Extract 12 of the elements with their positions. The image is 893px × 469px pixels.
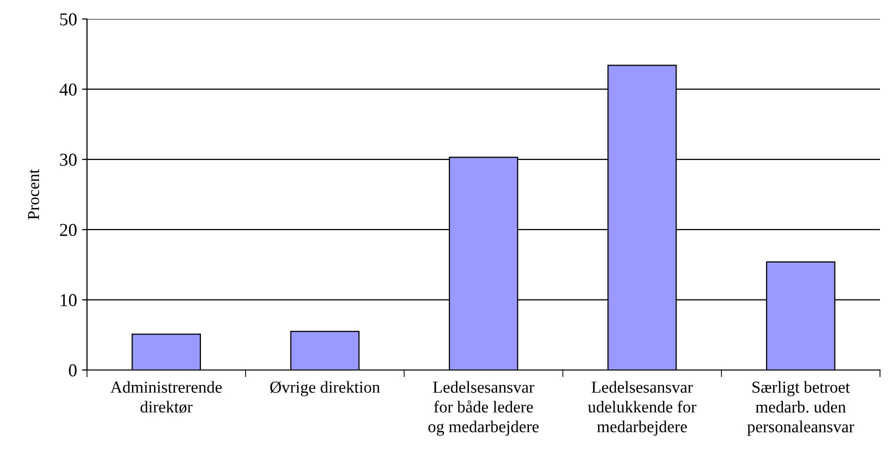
y-tick-label: 20 bbox=[60, 224, 77, 236]
y-tick-label: 30 bbox=[60, 154, 77, 166]
x-tick-label: Særligt betroet medarb. uden personaleansvar bbox=[747, 381, 854, 436]
y-axis-title: Procent bbox=[28, 169, 40, 220]
x-tick-label: Ledelsesansvar for både ledere og medarbejdere bbox=[428, 381, 539, 436]
y-tick-label: 0 bbox=[68, 364, 77, 376]
y-tick-label: 40 bbox=[60, 83, 77, 96]
x-tick-label: Administrerende direktør bbox=[110, 381, 222, 414]
y-tick-label: 10 bbox=[60, 294, 77, 306]
x-tick-label: Ledelsesansvar udelukkende for medarbejdere bbox=[588, 381, 696, 436]
x-tick-label: Øvrige direktion bbox=[270, 381, 380, 396]
y-tick-label: 50 bbox=[60, 13, 77, 26]
